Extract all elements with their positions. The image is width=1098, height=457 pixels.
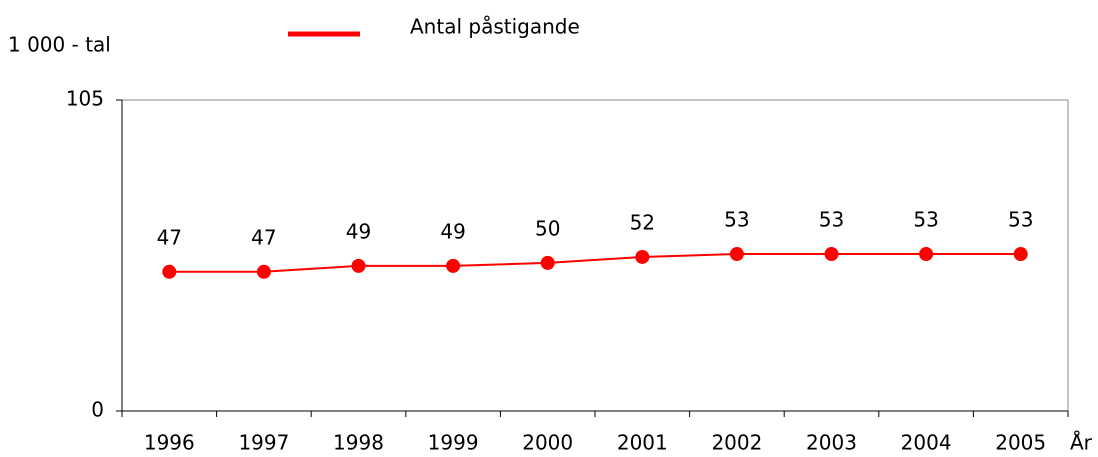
x-tick-label: 1998 <box>333 431 384 455</box>
data-label: 47 <box>157 225 182 249</box>
x-tick-label: 1999 <box>428 431 479 455</box>
data-point <box>729 247 744 262</box>
y-axis-label: 1 000 - tal <box>8 33 111 57</box>
series-line <box>169 253 1021 273</box>
data-label: 47 <box>251 225 276 249</box>
x-tick-label: 2000 <box>522 431 573 455</box>
data-point <box>446 258 461 273</box>
data-point <box>256 264 271 279</box>
data-label: 53 <box>724 208 749 232</box>
data-point <box>1013 247 1028 262</box>
x-tick-label: 1997 <box>238 431 289 455</box>
y-tick-label: 105 <box>66 87 104 111</box>
data-point <box>351 258 366 273</box>
data-label: 53 <box>819 208 844 232</box>
data-label: 49 <box>346 219 371 243</box>
data-point <box>540 255 555 270</box>
x-axis-label: År <box>1070 431 1093 455</box>
y-tick-label: 0 <box>91 398 104 422</box>
x-tick-label: 2004 <box>901 431 952 455</box>
x-tick-label: 1996 <box>144 431 195 455</box>
data-point <box>635 249 650 264</box>
legend-label: Antal påstigande <box>410 15 580 39</box>
x-tick-label: 2003 <box>806 431 857 455</box>
data-label: 53 <box>913 208 938 232</box>
data-point <box>824 247 839 262</box>
x-tick-label: 2002 <box>711 431 762 455</box>
data-label: 49 <box>440 219 465 243</box>
x-tick-label: 2001 <box>617 431 668 455</box>
data-label: 50 <box>535 216 560 240</box>
data-label: 53 <box>1008 208 1033 232</box>
data-label: 52 <box>630 210 655 234</box>
data-point <box>919 247 934 262</box>
x-tick-label: 2005 <box>995 431 1046 455</box>
data-point <box>162 264 177 279</box>
